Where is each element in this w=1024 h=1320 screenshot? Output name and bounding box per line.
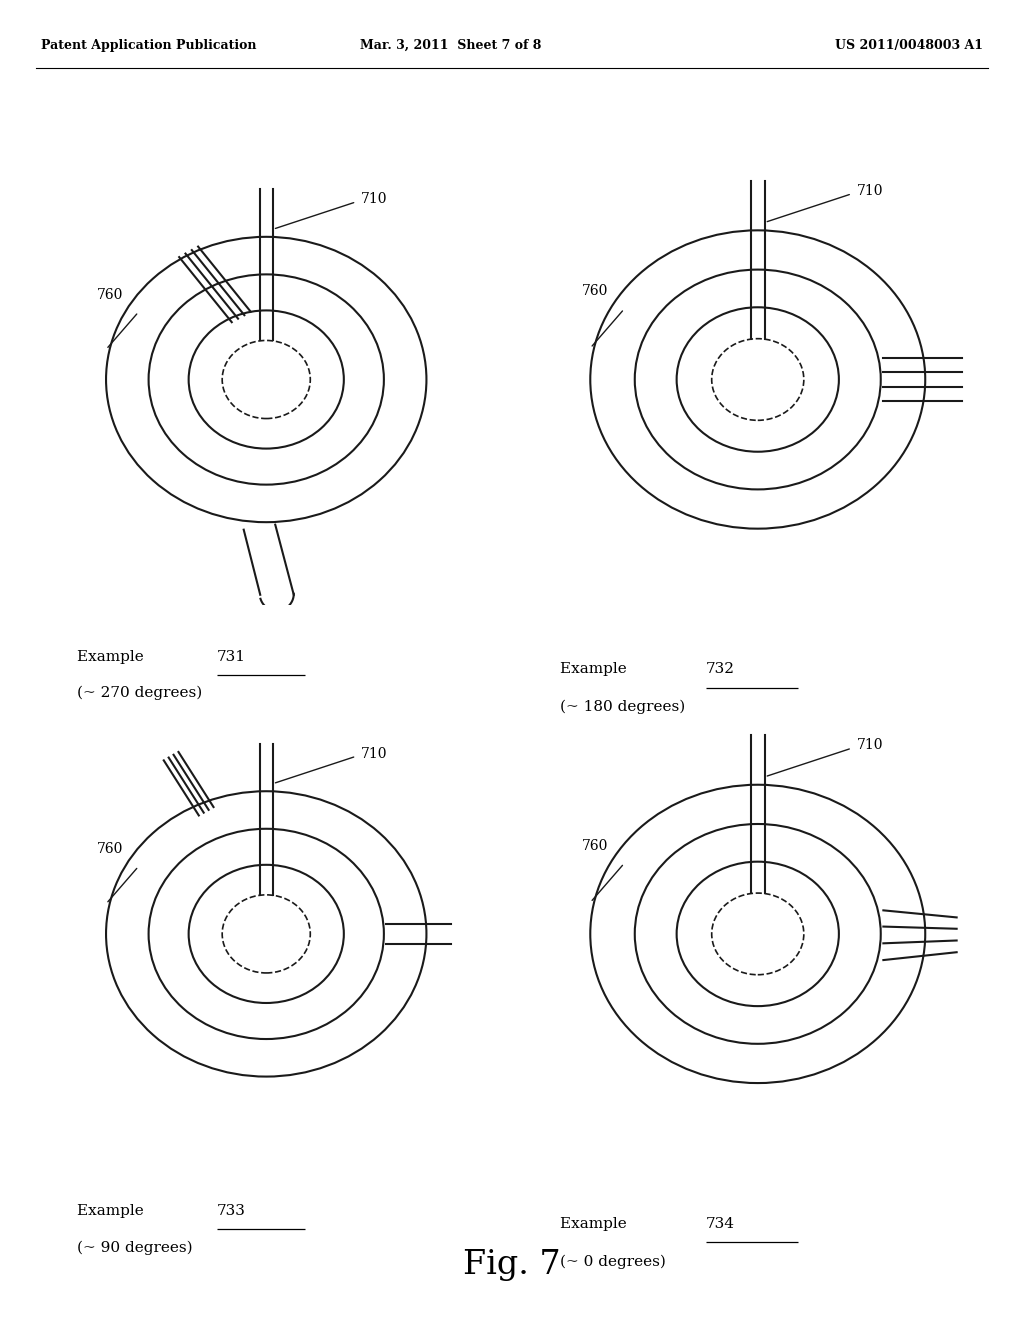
- Text: Patent Application Publication: Patent Application Publication: [41, 38, 256, 51]
- Text: (~ 90 degrees): (~ 90 degrees): [77, 1241, 193, 1255]
- Text: Mar. 3, 2011  Sheet 7 of 8: Mar. 3, 2011 Sheet 7 of 8: [359, 38, 542, 51]
- Text: 760: 760: [97, 842, 124, 857]
- Text: (~ 0 degrees): (~ 0 degrees): [560, 1254, 666, 1269]
- Text: Fig. 7: Fig. 7: [463, 1249, 561, 1280]
- Text: Example: Example: [560, 663, 632, 676]
- Text: Example: Example: [77, 1204, 148, 1218]
- Text: 732: 732: [706, 663, 735, 676]
- Text: 760: 760: [97, 288, 124, 302]
- Text: 710: 710: [857, 183, 884, 198]
- Text: 710: 710: [361, 193, 388, 206]
- Text: 710: 710: [361, 747, 388, 760]
- Text: 731: 731: [217, 649, 246, 664]
- Text: (~ 270 degrees): (~ 270 degrees): [77, 686, 203, 701]
- Text: Example: Example: [560, 1217, 632, 1230]
- Text: US 2011/0048003 A1: US 2011/0048003 A1: [835, 38, 983, 51]
- Text: Example: Example: [77, 649, 148, 664]
- Text: 733: 733: [217, 1204, 246, 1218]
- Text: 710: 710: [857, 738, 884, 752]
- Text: (~ 180 degrees): (~ 180 degrees): [560, 700, 685, 714]
- Text: 734: 734: [706, 1217, 735, 1230]
- Text: 760: 760: [583, 284, 608, 298]
- Text: 760: 760: [583, 838, 608, 853]
